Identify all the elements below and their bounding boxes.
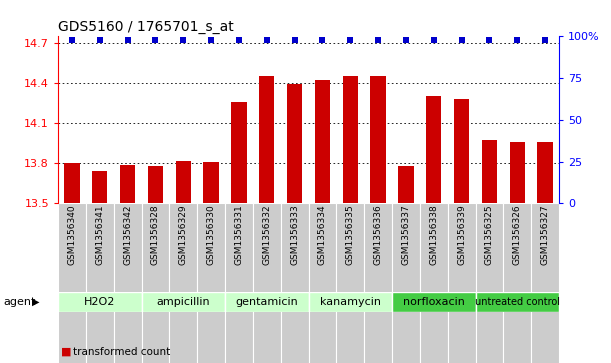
Text: kanamycin: kanamycin bbox=[320, 297, 381, 307]
Text: ▶: ▶ bbox=[32, 297, 39, 307]
FancyBboxPatch shape bbox=[475, 203, 503, 363]
Bar bbox=[287, 84, 302, 203]
Point bbox=[123, 37, 133, 43]
Text: transformed count: transformed count bbox=[73, 347, 170, 357]
Bar bbox=[370, 76, 386, 203]
Point bbox=[318, 37, 327, 43]
FancyBboxPatch shape bbox=[337, 203, 364, 363]
FancyBboxPatch shape bbox=[280, 203, 309, 363]
Bar bbox=[538, 142, 553, 203]
FancyBboxPatch shape bbox=[448, 203, 475, 363]
Point bbox=[345, 37, 355, 43]
Point bbox=[150, 37, 160, 43]
Point bbox=[178, 37, 188, 43]
Bar bbox=[315, 80, 330, 203]
Point bbox=[95, 37, 104, 43]
Point bbox=[262, 37, 272, 43]
Point bbox=[207, 37, 216, 43]
FancyBboxPatch shape bbox=[197, 203, 225, 363]
Bar bbox=[92, 171, 108, 203]
Text: agent: agent bbox=[3, 297, 35, 307]
Point bbox=[234, 37, 244, 43]
Text: norfloxacin: norfloxacin bbox=[403, 297, 465, 307]
Bar bbox=[259, 76, 274, 203]
FancyBboxPatch shape bbox=[86, 203, 114, 363]
Text: ■: ■ bbox=[61, 347, 71, 357]
Point bbox=[540, 37, 550, 43]
Point bbox=[485, 37, 494, 43]
Bar bbox=[203, 162, 219, 203]
Bar bbox=[392, 292, 475, 312]
FancyBboxPatch shape bbox=[58, 203, 86, 363]
Bar bbox=[510, 142, 525, 203]
Point bbox=[67, 37, 77, 43]
Bar bbox=[148, 166, 163, 203]
Bar bbox=[454, 99, 469, 203]
FancyBboxPatch shape bbox=[169, 203, 197, 363]
Point bbox=[429, 37, 439, 43]
Bar bbox=[64, 163, 79, 203]
FancyBboxPatch shape bbox=[420, 203, 448, 363]
Bar bbox=[120, 164, 135, 203]
Bar bbox=[225, 292, 309, 312]
FancyBboxPatch shape bbox=[364, 203, 392, 363]
Text: untreated control: untreated control bbox=[475, 297, 560, 307]
Text: GDS5160 / 1765701_s_at: GDS5160 / 1765701_s_at bbox=[58, 20, 234, 34]
Bar bbox=[343, 76, 358, 203]
FancyBboxPatch shape bbox=[503, 203, 531, 363]
Text: H2O2: H2O2 bbox=[84, 297, 115, 307]
Point bbox=[401, 37, 411, 43]
FancyBboxPatch shape bbox=[531, 203, 559, 363]
Text: gentamicin: gentamicin bbox=[235, 297, 298, 307]
Point bbox=[513, 37, 522, 43]
Bar bbox=[309, 292, 392, 312]
Bar bbox=[426, 97, 442, 203]
Point bbox=[290, 37, 299, 43]
FancyBboxPatch shape bbox=[392, 203, 420, 363]
Bar bbox=[232, 102, 247, 203]
Bar bbox=[58, 292, 142, 312]
Bar bbox=[398, 166, 414, 203]
FancyBboxPatch shape bbox=[114, 203, 142, 363]
FancyBboxPatch shape bbox=[225, 203, 253, 363]
FancyBboxPatch shape bbox=[142, 203, 169, 363]
Point bbox=[457, 37, 467, 43]
Bar bbox=[482, 140, 497, 203]
Bar bbox=[142, 292, 225, 312]
Point bbox=[373, 37, 383, 43]
Bar bbox=[175, 160, 191, 203]
FancyBboxPatch shape bbox=[253, 203, 280, 363]
FancyBboxPatch shape bbox=[309, 203, 337, 363]
Text: ampicillin: ampicillin bbox=[156, 297, 210, 307]
Bar bbox=[475, 292, 559, 312]
